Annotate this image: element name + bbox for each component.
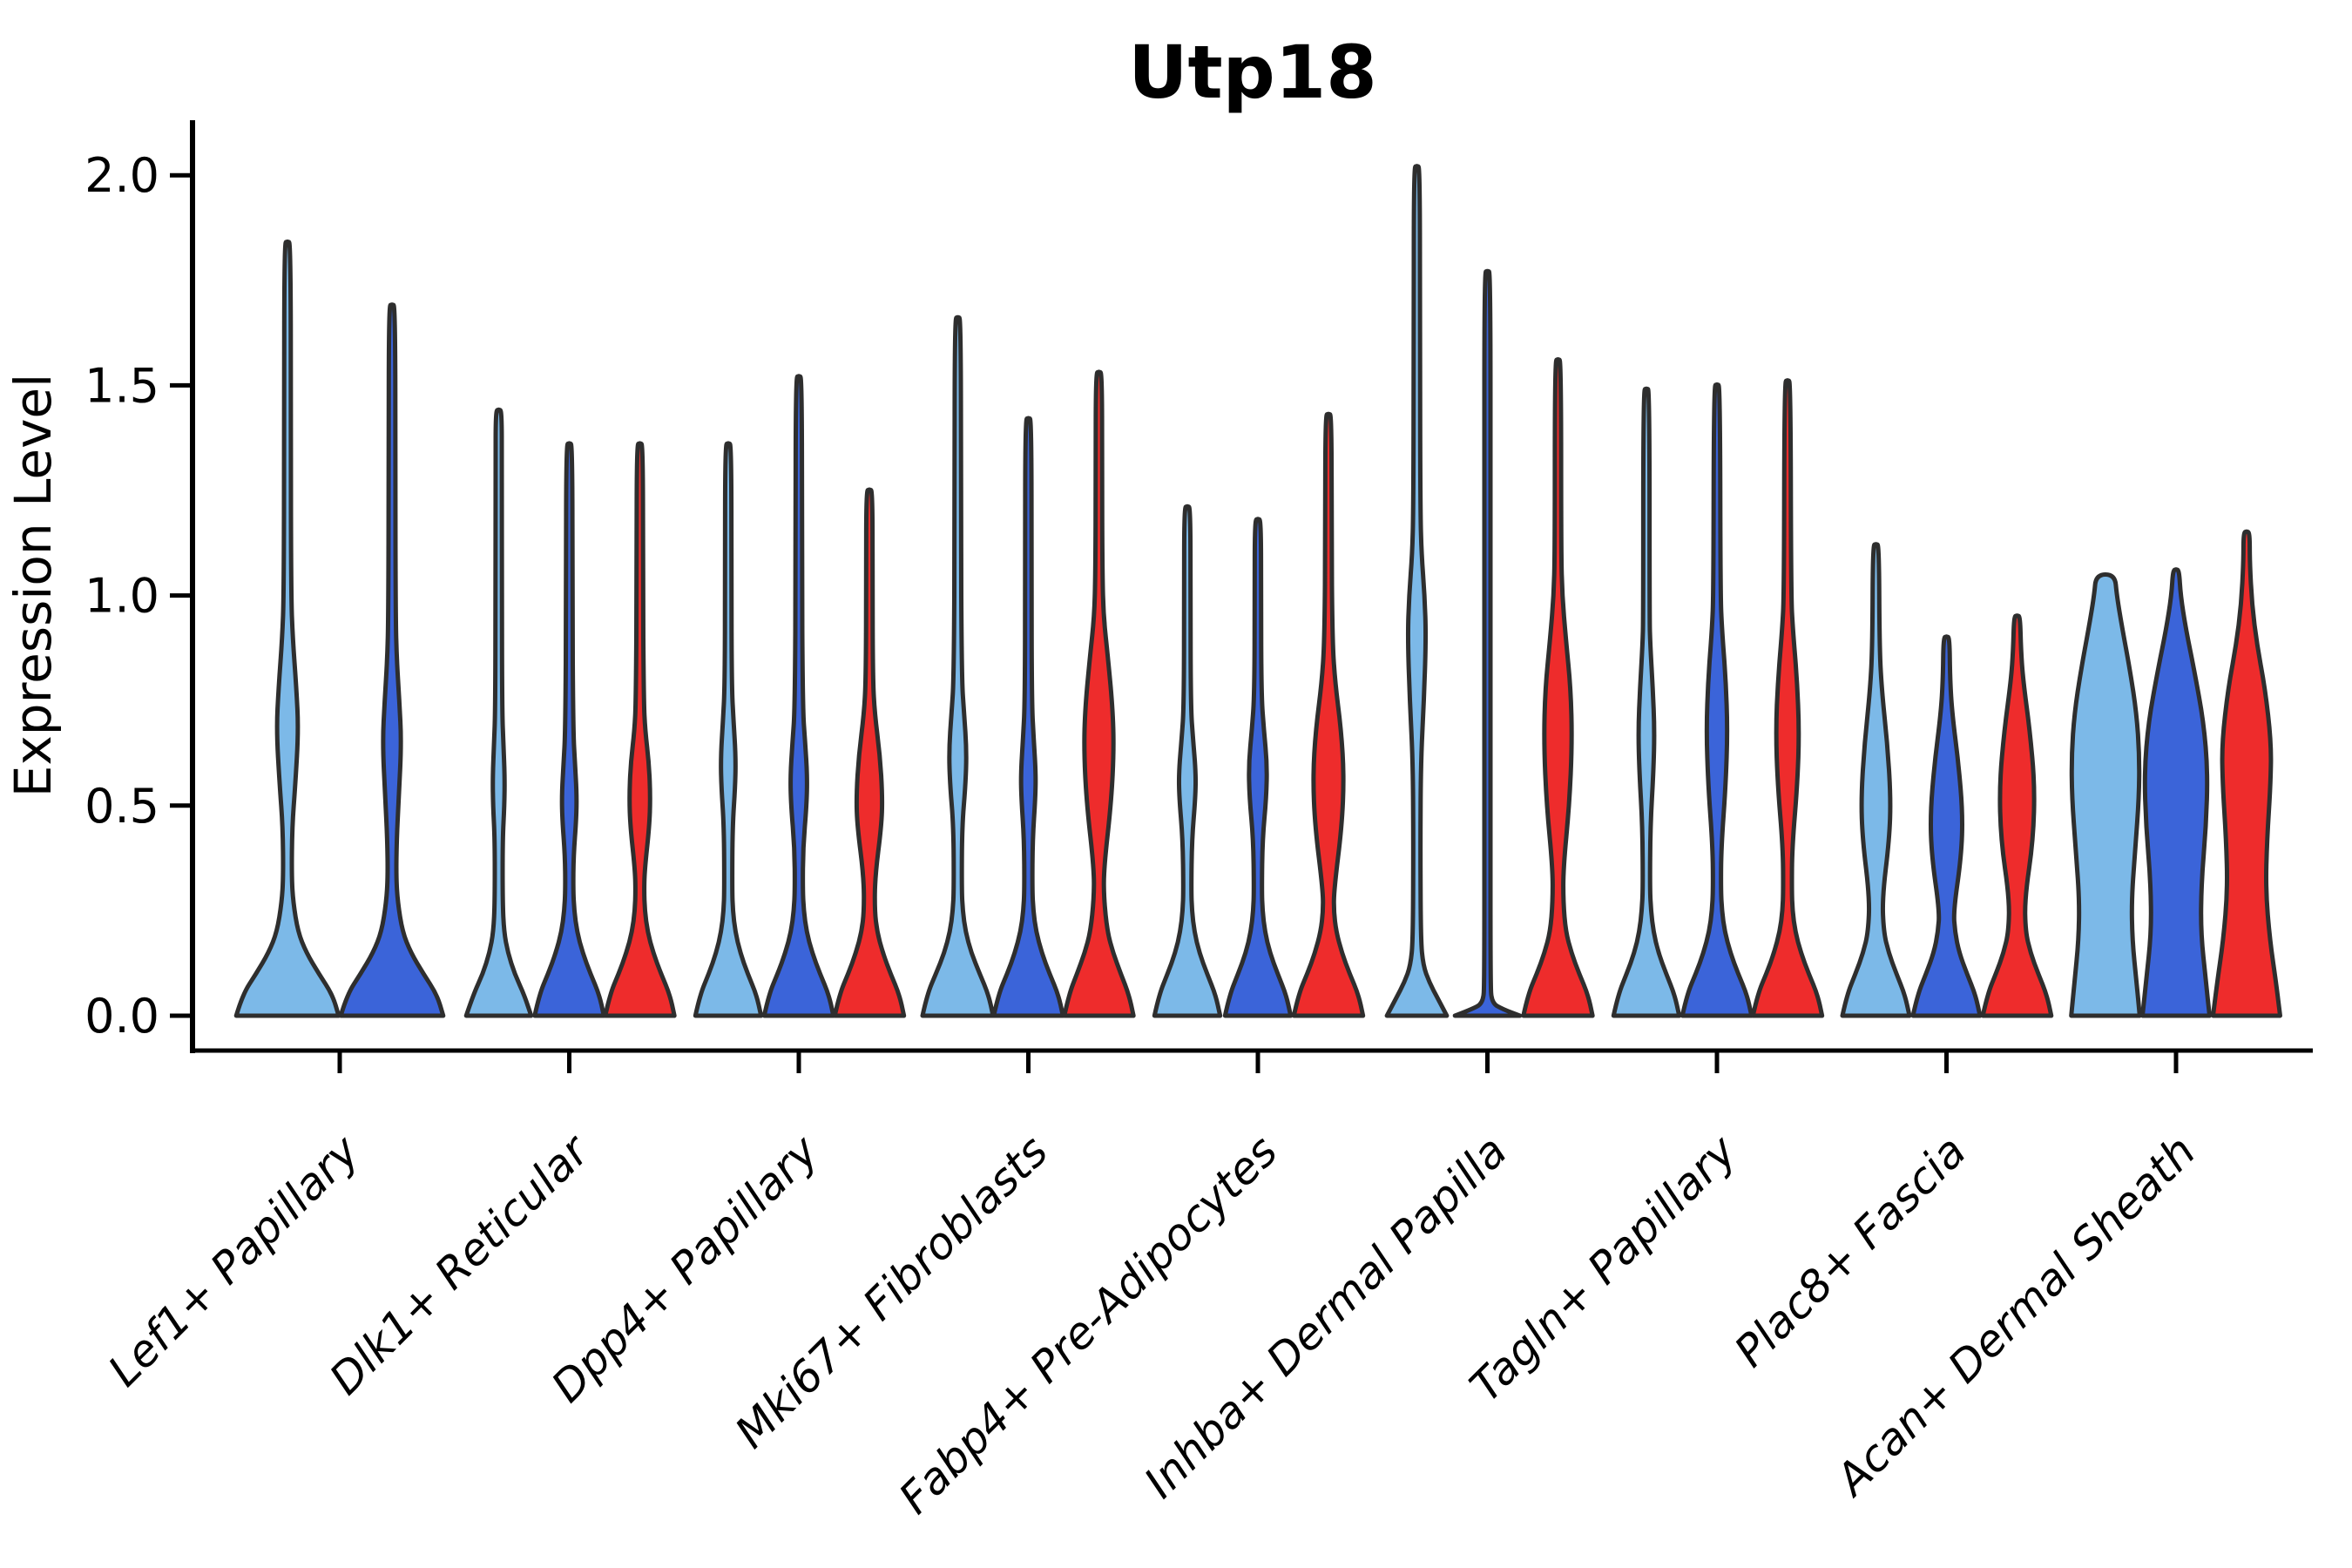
violin-dark_blue [1910, 634, 1983, 1018]
violin-red [1291, 411, 1366, 1018]
violin-group [1611, 378, 1825, 1018]
violin-light_blue [463, 407, 534, 1018]
violin-red [2211, 529, 2282, 1018]
violin-group [2069, 529, 2282, 1018]
violin-light_blue [1384, 164, 1450, 1018]
violin-light_blue [233, 239, 341, 1018]
y-tick-label: 0.5 [84, 779, 159, 834]
violin-dark_blue [1680, 382, 1754, 1018]
violin-light_blue [693, 441, 764, 1018]
violin-dark_blue [761, 374, 836, 1018]
violin-group [1152, 411, 1366, 1018]
y-axis-label: Expression Level [3, 374, 63, 797]
violin-red [1750, 378, 1825, 1018]
violin-group [693, 374, 907, 1018]
violin-light_blue [1840, 542, 1912, 1018]
violin-light_blue [1152, 504, 1223, 1018]
violin-group [233, 239, 446, 1018]
chart-title: Utp18 [1128, 30, 1376, 115]
violin-group [463, 407, 677, 1018]
violin-red [832, 487, 907, 1018]
x-tick-label: Fabp4+ Pre-Adipocytes [889, 1125, 1288, 1524]
violin-red [1980, 613, 2054, 1018]
violin-group [920, 314, 1136, 1018]
violin-dark_blue [1222, 517, 1294, 1018]
violin-light_blue [1611, 386, 1682, 1018]
violin-red [603, 441, 677, 1018]
violins-layer [233, 164, 2282, 1018]
violin-light_blue [920, 314, 996, 1018]
x-tick-label: Plac8+ Fascia [1725, 1125, 1976, 1376]
violin-dark_blue [1452, 268, 1523, 1018]
violin-red [1062, 369, 1136, 1018]
violin-dark_blue [532, 441, 606, 1018]
y-tick-label: 1.0 [84, 569, 159, 624]
x-tick-label: Inhba+ Dermal Papilla [1135, 1125, 1517, 1507]
violin-red [1521, 357, 1595, 1018]
violin-dark_blue [2140, 567, 2212, 1018]
y-tick-label: 1.5 [84, 358, 159, 413]
violin-group [1384, 164, 1595, 1018]
violin-dark_blue [338, 302, 446, 1018]
x-tick-label: Lef1+ Papillary [98, 1125, 369, 1396]
y-tick-label: 2.0 [84, 148, 159, 203]
violin-dark_blue [991, 416, 1065, 1018]
y-tick-label: 0.0 [84, 989, 159, 1044]
violin-group [1840, 542, 2054, 1018]
violin-light_blue [2069, 572, 2142, 1018]
